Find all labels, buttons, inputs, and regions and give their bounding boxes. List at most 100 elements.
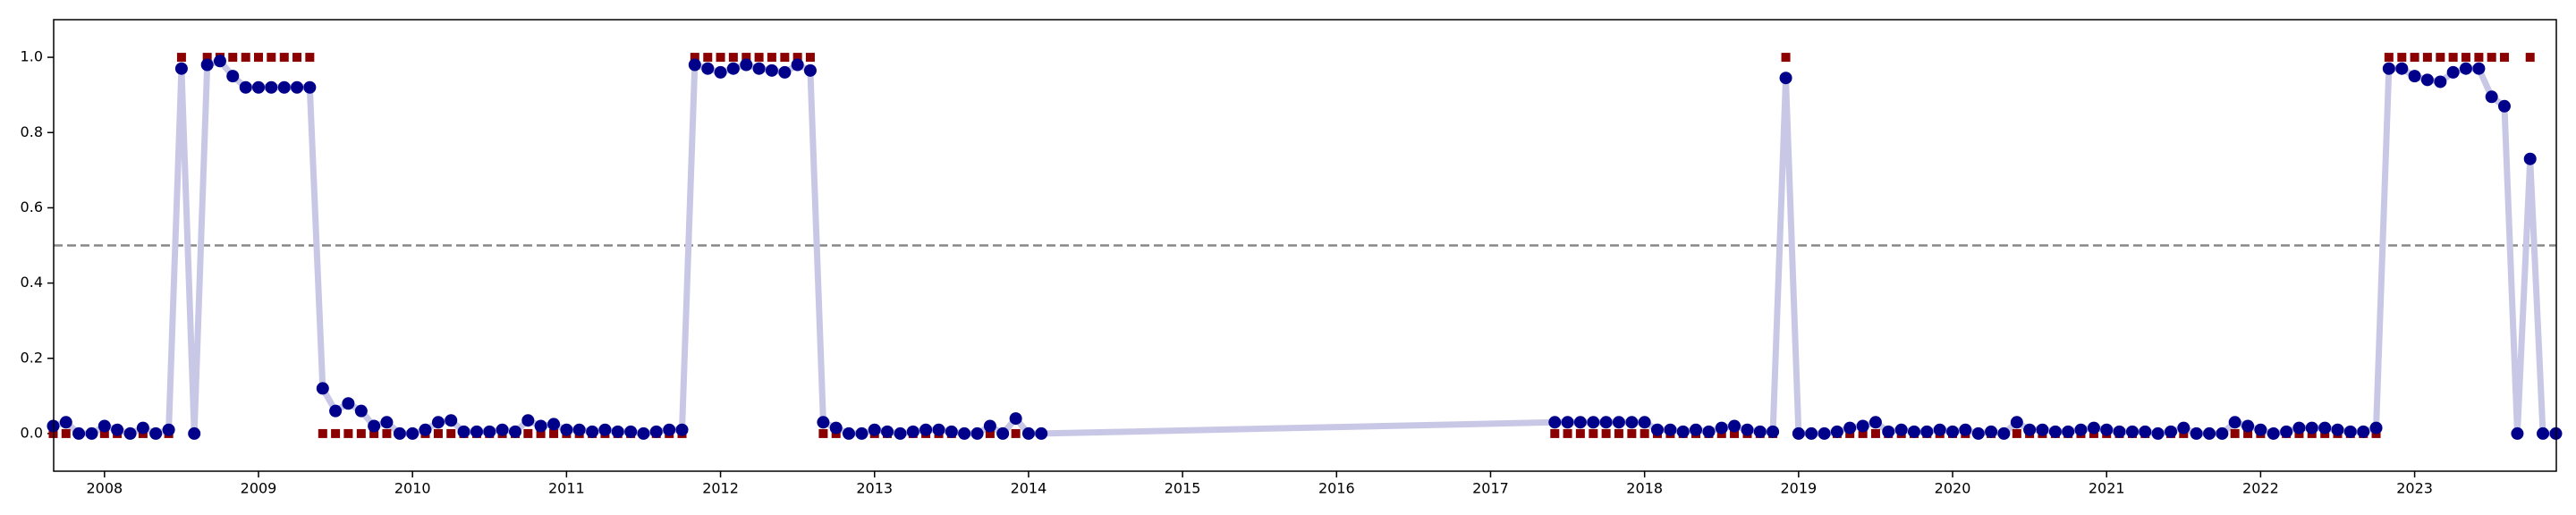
- probability-point: [2267, 426, 2280, 440]
- probability-point: [1728, 419, 1741, 433]
- probability-point: [85, 426, 98, 440]
- probability-point: [329, 404, 343, 418]
- probability-point: [1971, 426, 1985, 440]
- probability-point: [2292, 421, 2306, 435]
- probability-point: [803, 63, 817, 77]
- probability-point: [1959, 423, 1972, 436]
- label-marker: [1601, 428, 1611, 438]
- probability-point: [149, 426, 163, 440]
- probability-point: [2395, 62, 2409, 75]
- probability-point: [2087, 421, 2100, 435]
- probability-point: [2151, 426, 2165, 440]
- probability-point: [1587, 416, 1600, 429]
- label-marker: [2384, 53, 2394, 63]
- probability-point: [2369, 421, 2383, 435]
- probability-point: [1548, 416, 1562, 429]
- label-marker: [1550, 428, 1560, 438]
- label-marker: [318, 428, 327, 438]
- label-marker: [2436, 53, 2445, 63]
- label-marker: [1614, 428, 1623, 438]
- probability-point: [701, 62, 715, 75]
- probability-point: [2139, 425, 2152, 438]
- y-tick-label: 0.2: [21, 349, 43, 366]
- x-tick-label: 2023: [2396, 480, 2433, 497]
- label-marker: [99, 428, 109, 438]
- probability-point: [2420, 73, 2434, 87]
- x-tick-label: 2020: [1935, 480, 1971, 497]
- probability-point: [2074, 423, 2088, 436]
- probability-point: [431, 416, 445, 429]
- label-marker: [2474, 53, 2484, 63]
- probability-point: [303, 80, 317, 94]
- probability-point: [2305, 421, 2318, 435]
- probability-point: [983, 419, 996, 433]
- probability-point: [560, 423, 573, 436]
- probability-point: [136, 421, 149, 435]
- probability-point: [958, 426, 971, 440]
- probability-point: [1946, 425, 1960, 438]
- label-marker: [254, 53, 264, 63]
- y-tick-label: 1.0: [21, 48, 43, 65]
- probability-point: [547, 418, 561, 431]
- probability-point: [1638, 416, 1651, 429]
- probability-point: [598, 423, 612, 436]
- label-marker: [292, 53, 302, 63]
- label-marker: [703, 53, 713, 63]
- probability-point: [765, 63, 778, 77]
- x-tick-label: 2009: [241, 480, 277, 497]
- probability-point: [2511, 426, 2524, 440]
- probability-point: [188, 426, 201, 440]
- label-marker: [2243, 428, 2253, 438]
- label-marker: [2422, 53, 2432, 63]
- probability-point: [970, 426, 984, 440]
- probability-point: [354, 404, 368, 418]
- label-marker: [1589, 428, 1598, 438]
- probability-point: [2382, 62, 2395, 75]
- label-marker: [2397, 53, 2407, 63]
- probability-point: [649, 425, 663, 438]
- probability-point: [59, 416, 72, 429]
- label-marker: [805, 53, 815, 63]
- probability-point: [2125, 425, 2139, 438]
- probability-point: [2537, 426, 2550, 440]
- label-marker: [690, 53, 699, 63]
- probability-point: [945, 425, 958, 438]
- probability-point: [213, 55, 226, 68]
- label-marker: [818, 428, 828, 438]
- label-marker: [2461, 53, 2470, 63]
- label-marker: [279, 53, 289, 63]
- probability-point: [1997, 426, 2011, 440]
- label-marker: [446, 428, 456, 438]
- label-marker: [1870, 428, 1880, 438]
- probability-point: [663, 423, 676, 436]
- probability-point: [445, 414, 458, 427]
- label-marker: [369, 428, 379, 438]
- probability-point: [1868, 416, 1882, 429]
- probability-point: [1741, 423, 1754, 436]
- probability-point: [894, 426, 907, 440]
- probability-point: [1715, 421, 1728, 435]
- x-tick-label: 2011: [548, 480, 585, 497]
- probability-point: [419, 423, 432, 436]
- probability-point: [868, 423, 881, 436]
- probability-point: [2216, 426, 2229, 440]
- y-tick-label: 0.8: [21, 123, 43, 140]
- probability-point: [162, 423, 175, 436]
- probability-point: [200, 58, 214, 72]
- probability-point: [572, 423, 586, 436]
- label-marker: [61, 428, 71, 438]
- label-marker: [536, 428, 546, 438]
- probability-point: [1664, 423, 1677, 436]
- label-marker: [1627, 428, 1637, 438]
- probability-point: [906, 425, 919, 438]
- label-marker: [2487, 53, 2496, 63]
- probability-point: [1933, 423, 1946, 436]
- label-marker: [754, 53, 764, 63]
- x-tick-label: 2015: [1165, 480, 1201, 497]
- label-marker: [305, 53, 315, 63]
- x-tick-label: 2017: [1472, 480, 1509, 497]
- probability-point: [2023, 423, 2037, 436]
- probability-point: [2254, 423, 2267, 436]
- probability-point: [265, 80, 278, 94]
- probability-point: [2010, 416, 2023, 429]
